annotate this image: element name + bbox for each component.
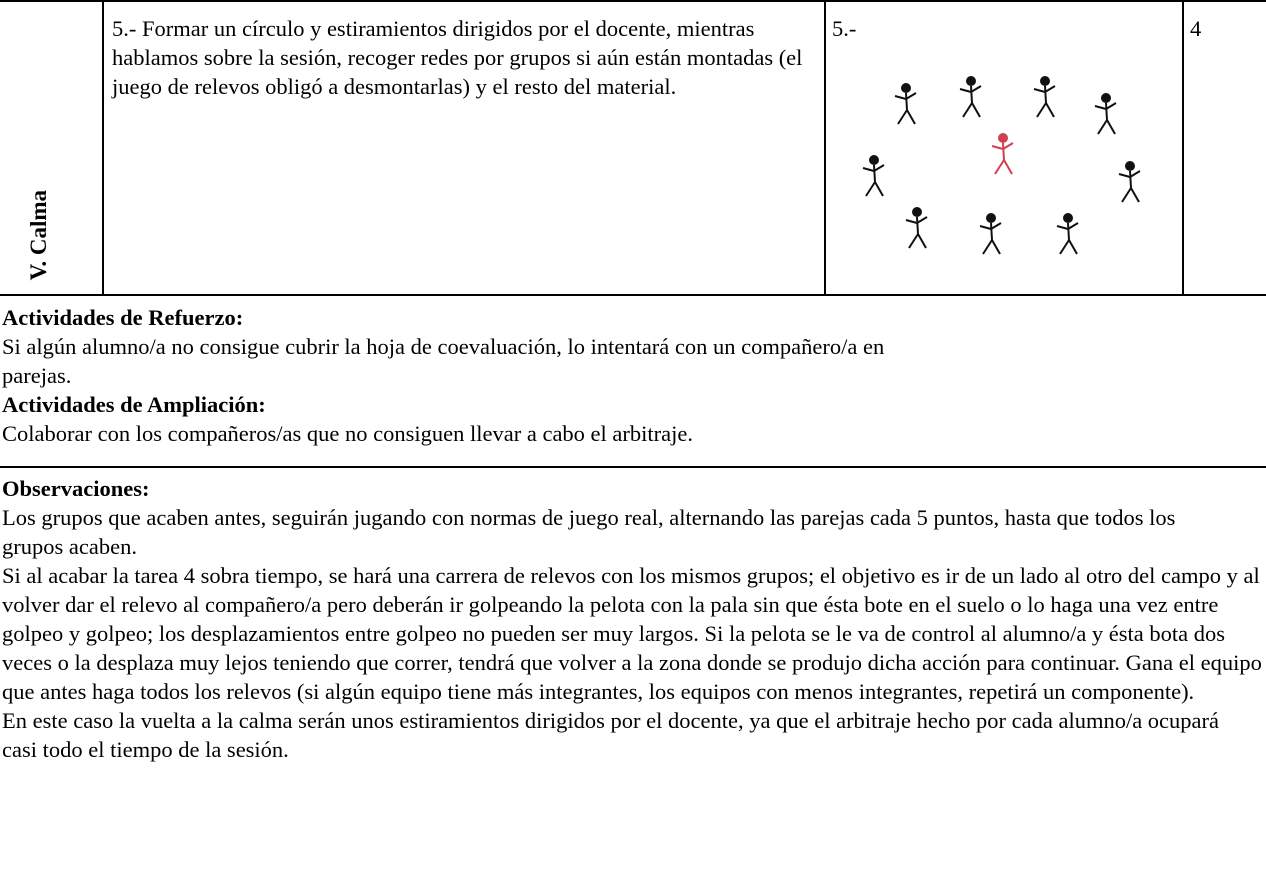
stick-figures	[862, 75, 1141, 255]
drawing-label: 5.-	[832, 16, 857, 41]
drawing-cell: 5.-	[826, 0, 1184, 296]
time-cell: 4	[1184, 0, 1266, 296]
extension-title: Actividades de Ampliación:	[2, 392, 266, 417]
description-cell: 5.- Formar un círculo y estiramientos di…	[104, 0, 826, 296]
reinforcement-text: Si algún alumno/a no consigue cubrir la …	[2, 334, 885, 388]
observations-title: Observaciones:	[2, 476, 150, 501]
observation-paragraph: Los grupos que acaben antes, seguirán ju…	[2, 505, 1176, 559]
observation-paragraph: En este caso la vuelta a la calma serán …	[2, 708, 1220, 762]
teacher-figure	[991, 132, 1014, 175]
time: 4	[1190, 16, 1202, 41]
phase-cell: V. Calma	[0, 0, 104, 296]
description: 5.- Formar un círculo y estiramientos di…	[112, 16, 803, 99]
observations-section: Observaciones: Los grupos que acaben ant…	[0, 468, 1266, 876]
observation-paragraph: Si al acabar la tarea 4 sobra tiempo, se…	[2, 563, 1262, 704]
phase-label: V. Calma	[26, 189, 51, 280]
reinforcement-title: Actividades de Refuerzo:	[2, 305, 244, 330]
extension-text: Colaborar con los compañeros/as que no c…	[2, 421, 693, 446]
activities-section: Actividades de Refuerzo: Si algún alumno…	[0, 296, 1266, 468]
